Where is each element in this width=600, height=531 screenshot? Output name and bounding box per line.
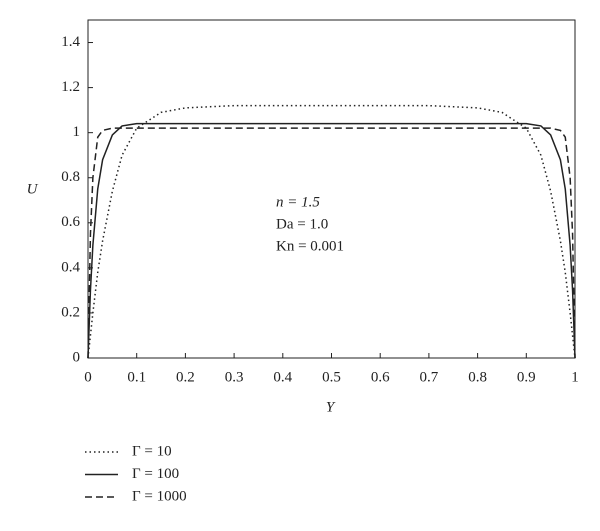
y-tick-label: 1.2 (61, 79, 80, 95)
series-line (87, 104, 576, 359)
x-tick-label: 0.6 (371, 369, 390, 385)
y-tick-label: 0.2 (61, 304, 80, 320)
y-tick-label: 0.6 (61, 214, 80, 230)
x-tick-label: 0.3 (225, 369, 244, 385)
legend-label: Γ = 10 (132, 443, 172, 459)
x-tick-label: 0.5 (322, 369, 341, 385)
annotation: Da = 1.0 (276, 216, 328, 232)
legend-label: Γ = 1000 (132, 488, 187, 504)
x-tick-label: 0.2 (176, 369, 195, 385)
x-tick-label: 0.9 (517, 369, 536, 385)
y-tick-label: 0 (73, 349, 81, 365)
x-tick-label: 0.1 (127, 369, 146, 385)
y-tick-label: 0.4 (61, 259, 80, 275)
legend-label: Γ = 100 (132, 466, 179, 482)
y-tick-label: 1.4 (61, 34, 80, 50)
x-tick-label: 1 (571, 369, 579, 385)
x-tick-label: 0.8 (468, 369, 487, 385)
annotation: Kn = 0.001 (276, 238, 344, 254)
series-line (87, 122, 576, 359)
x-tick-label: 0 (84, 369, 92, 385)
series-line (87, 127, 576, 359)
x-tick-label: 0.4 (273, 369, 292, 385)
y-tick-label: 1 (73, 124, 81, 140)
y-tick-label: 0.8 (61, 169, 80, 185)
x-tick-label: 0.7 (420, 369, 439, 385)
plot-frame (87, 19, 576, 359)
annotation: n = 1.5 (276, 194, 320, 210)
y-axis-label: U (27, 181, 39, 197)
x-axis-label: Y (326, 399, 336, 415)
